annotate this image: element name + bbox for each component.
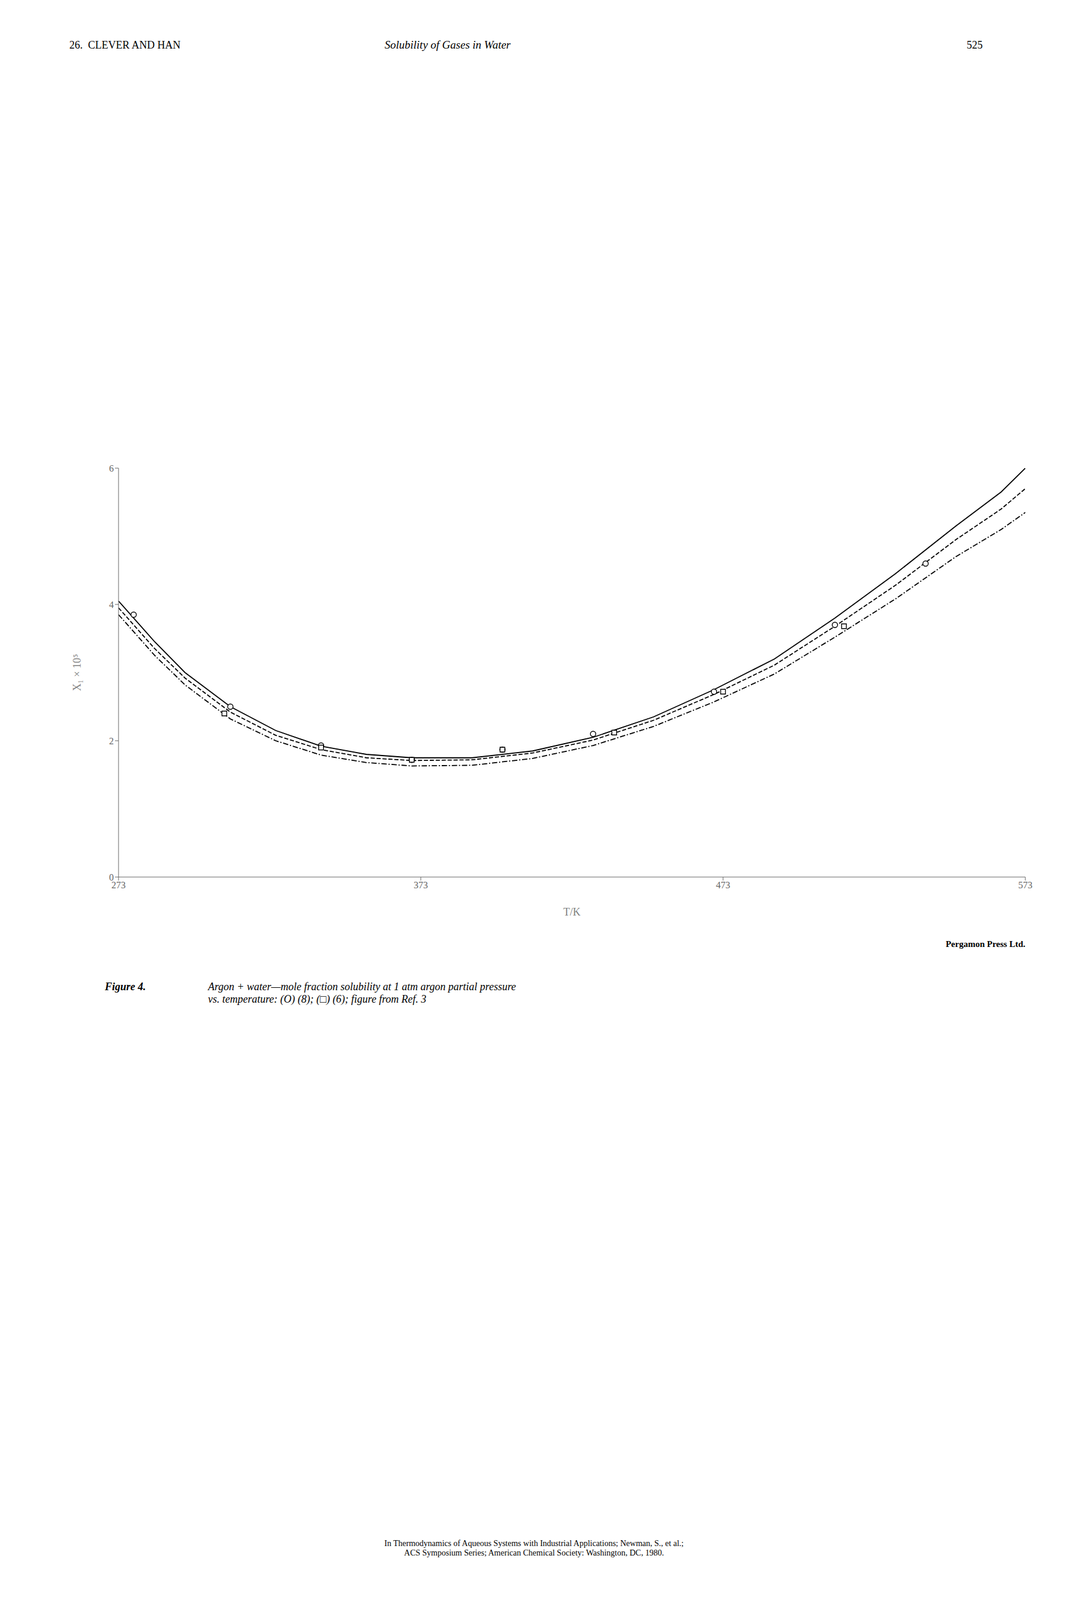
- svg-text:2: 2: [109, 736, 114, 747]
- svg-text:6: 6: [109, 463, 114, 474]
- svg-text:4: 4: [109, 599, 114, 610]
- svg-text:573: 573: [1018, 880, 1033, 891]
- html-text:Argon + water—mole fraction so: Argon + water—mole fraction solubility a…: [208, 980, 516, 993]
- html-text:525: 525: [966, 39, 983, 51]
- html-text:Figure 4.: Figure 4.: [104, 980, 146, 993]
- html-text:Solubility of Gases in Water: Solubility of Gases in Water: [384, 38, 511, 51]
- svg-text:473: 473: [715, 880, 731, 891]
- svg-text:0: 0: [109, 872, 114, 883]
- svg-text:373: 373: [413, 880, 428, 891]
- svg-text:T/K: T/K: [563, 906, 581, 919]
- html-text:ACS Symposium Series; American: ACS Symposium Series; American Chemical …: [404, 1548, 664, 1558]
- html-text:26. CLEVER AND HAN: 26. CLEVER AND HAN: [69, 39, 181, 51]
- html-text:In Thermodynamics of Aqueous S: In Thermodynamics of Aqueous Systems wit…: [384, 1539, 684, 1549]
- svg-text:273: 273: [111, 880, 126, 891]
- html-text:Pergamon Press Ltd.: Pergamon Press Ltd.: [945, 939, 1026, 949]
- html-text:vs. temperature: (O) (8); (□): vs. temperature: (O) (8); (□) (6); figur…: [208, 993, 427, 1006]
- svg-text:X₁ × 10⁵: X₁ × 10⁵: [71, 654, 83, 692]
